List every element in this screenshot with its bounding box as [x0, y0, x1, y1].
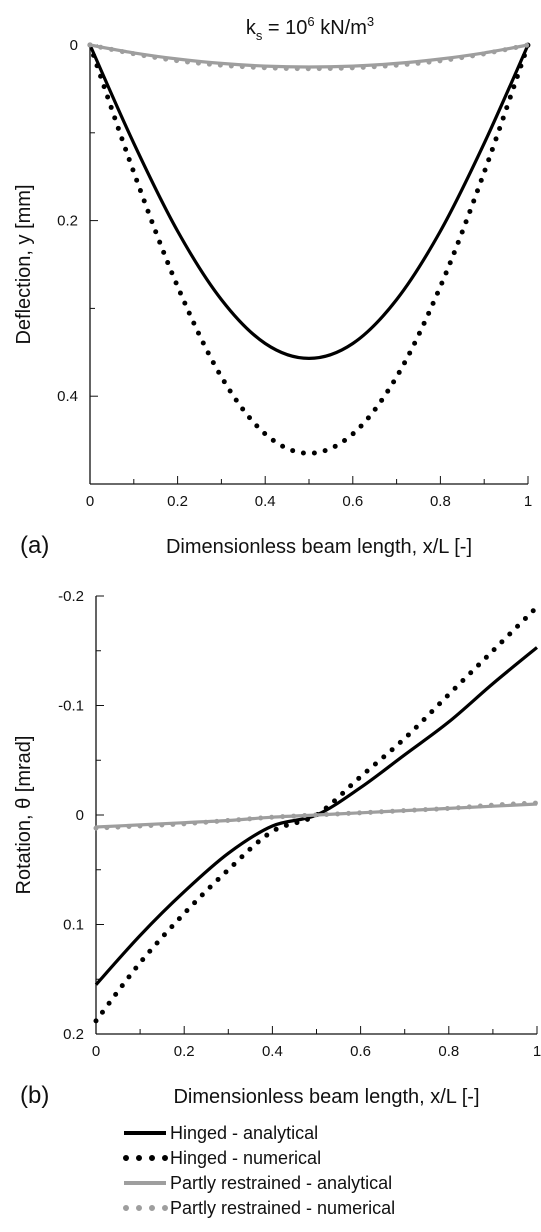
series-line — [93, 800, 540, 831]
y-axis-label: Deflection, y [mm] — [13, 184, 35, 344]
y-tick-label: -0.2 — [58, 588, 84, 605]
series-line — [88, 44, 530, 361]
y-tick-label: 0.2 — [57, 213, 78, 230]
x-tick-label: 0.2 — [174, 1043, 195, 1060]
legend: Hinged - analytical Hinged - numerical Par… — [123, 1123, 395, 1218]
panel-label: (b) — [20, 1082, 49, 1109]
x-tick-label: 0.8 — [430, 493, 451, 510]
x-tick-label: 0.4 — [262, 1043, 283, 1060]
x-tick-label: 0.6 — [350, 1043, 371, 1060]
x-tick-label: 1 — [533, 1043, 541, 1060]
x-tick-label: 0 — [86, 493, 94, 510]
y-tick-label: 0 — [76, 807, 84, 824]
series-line — [87, 42, 531, 456]
y-axis-label: Rotation, θ [mrad] — [13, 736, 35, 895]
x-tick-label: 0.6 — [342, 493, 363, 510]
y-tick-label: 0.2 — [63, 1026, 84, 1043]
x-axis-label: Dimensionless beam length, x/L [-] — [173, 1086, 479, 1108]
x-tick-label: 0.2 — [167, 493, 188, 510]
figure-title: ks = 106 kN/m3 — [246, 14, 374, 43]
y-tick-label: 0.1 — [63, 917, 84, 934]
x-tick-label: 1 — [524, 493, 532, 510]
panel-a-deflection-chart: 0 0.2 0.4 0.6 0.8 1 0 0.2 0.4 Dimensionless beam … — [13, 37, 532, 559]
legend-label: Hinged - analytical — [170, 1123, 318, 1143]
legend-label: Partly restrained - analytical — [170, 1173, 392, 1193]
panel-b-rotation-chart: 0 0.2 0.4 0.6 0.8 1 -0.2 -0.1 0 0.1 0.2 Dimensionle… — [13, 588, 541, 1109]
y-tick-label: -0.1 — [58, 698, 84, 715]
x-tick-label: 0.8 — [438, 1043, 459, 1060]
legend-label: Hinged - numerical — [170, 1148, 321, 1168]
legend-label: Partly restrained - numerical — [170, 1198, 395, 1218]
x-tick-label: 0.4 — [255, 493, 276, 510]
series-line — [87, 42, 531, 72]
x-tick-label: 0 — [92, 1043, 100, 1060]
y-tick-label: 0 — [70, 37, 78, 54]
y-tick-label: 0.4 — [57, 388, 78, 405]
panel-label: (a) — [20, 532, 49, 559]
x-axis-label: Dimensionless beam length, x/L [-] — [166, 536, 472, 558]
